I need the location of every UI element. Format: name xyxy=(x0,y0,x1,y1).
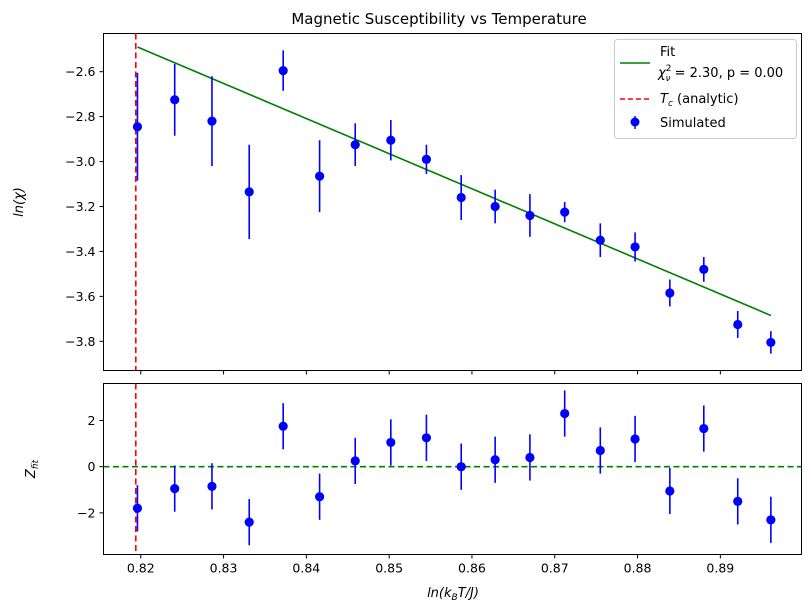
top-data-point xyxy=(421,154,432,164)
bottom-data-point xyxy=(386,437,396,448)
bottom-x-tick-label: 0.82 xyxy=(127,561,155,576)
top-axes-frame xyxy=(103,33,802,371)
bottom-y-tick-label: 0 xyxy=(88,459,96,474)
top-data-point xyxy=(207,116,217,126)
legend-sim-marker xyxy=(630,117,640,127)
top-y-tick-label: −3.6 xyxy=(65,289,95,304)
bottom-data-point xyxy=(560,408,570,419)
top-data-point xyxy=(170,95,180,105)
bottom-data-point xyxy=(490,455,500,465)
bottom-x-tick-label: 0.88 xyxy=(624,561,652,576)
bottom-data-point xyxy=(421,433,432,443)
top-data-point xyxy=(560,207,570,217)
top-data-point xyxy=(456,192,466,203)
top-y-tick-label: −3.8 xyxy=(65,334,95,349)
bottom-data-point xyxy=(456,462,466,472)
bottom-x-tick-label: 0.89 xyxy=(706,561,734,576)
top-data-point xyxy=(350,140,360,150)
top-data-point xyxy=(278,65,288,76)
bottom-data-point xyxy=(630,434,640,444)
top-data-point xyxy=(132,122,143,132)
bottom-x-tick-label: 0.83 xyxy=(210,561,238,576)
top-data-point xyxy=(733,319,743,330)
bottom-x-tick-label: 0.86 xyxy=(458,561,486,576)
top-axis-ticks: −2.6 −2.8 −3.0 −3.2 −3.4 −3.6 −3.8 xyxy=(65,64,721,375)
top-y-tick-label: −3.2 xyxy=(65,199,95,214)
bottom-data-point xyxy=(595,445,605,456)
top-data-point xyxy=(630,242,640,252)
legend: Fit χ2 ν = 2.30, p = 0.00 Tc (analytic) S… xyxy=(614,39,797,139)
bottom-data-point xyxy=(315,492,325,502)
bottom-x-tick-label: 0.87 xyxy=(541,561,569,576)
bottom-data-point xyxy=(207,481,217,491)
bottom-axes-frame xyxy=(103,383,802,555)
bottom-x-tick-label: 0.85 xyxy=(375,561,403,576)
bottom-data-point xyxy=(350,456,360,466)
bottom-data-point xyxy=(278,421,288,431)
bottom-data-point xyxy=(733,496,743,506)
bottom-y-tick-label: 2 xyxy=(88,413,96,428)
legend-sim-label: Simulated xyxy=(660,116,726,131)
bottom-y-tick-label: −2 xyxy=(77,505,95,520)
top-data-point xyxy=(595,235,605,245)
legend-fit-stats: χ2 ν = 2.30, p = 0.00 xyxy=(657,64,783,84)
top-y-tick-label: −3.4 xyxy=(65,244,95,259)
chart-title: Magnetic Susceptibility vs Temperature xyxy=(291,10,586,28)
bottom-data-point xyxy=(170,484,180,494)
bottom-data-point xyxy=(525,452,535,463)
x-axis-label: ln(kBT/J) xyxy=(427,586,479,603)
legend-fit-label: Fit xyxy=(660,45,675,60)
bottom-data-point xyxy=(665,486,675,496)
top-plot-area xyxy=(132,33,776,371)
top-data-point xyxy=(315,171,325,181)
bottom-data-point xyxy=(699,423,709,434)
bottom-x-tick-label: 0.84 xyxy=(292,561,320,576)
top-y-axis-label: ln(χ) xyxy=(12,187,27,217)
bottom-y-axis-label: Zfit xyxy=(24,459,41,479)
legend-box xyxy=(614,39,797,139)
top-y-tick-label: −2.8 xyxy=(65,109,95,124)
bottom-data-point xyxy=(132,503,143,513)
bottom-data-point xyxy=(244,517,254,527)
top-y-tick-label: −2.6 xyxy=(65,64,95,79)
top-data-point xyxy=(665,288,675,298)
top-y-tick-label: −3.0 xyxy=(65,154,95,169)
top-fit-line xyxy=(137,46,772,317)
bottom-axis-ticks: 2 0 −2 0.82 0.83 0.84 0.85 0.86 0.87 0.88 0.89 xyxy=(77,413,734,576)
top-data-point xyxy=(386,135,396,145)
bottom-data-point xyxy=(766,515,776,525)
top-data-point xyxy=(244,187,254,197)
legend-tc-label: Tc (analytic) xyxy=(660,92,739,109)
top-data-point xyxy=(490,201,500,212)
top-data-point xyxy=(766,337,776,348)
top-data-point xyxy=(699,264,709,274)
top-data-point xyxy=(525,210,535,221)
bottom-plot-area xyxy=(103,383,802,555)
